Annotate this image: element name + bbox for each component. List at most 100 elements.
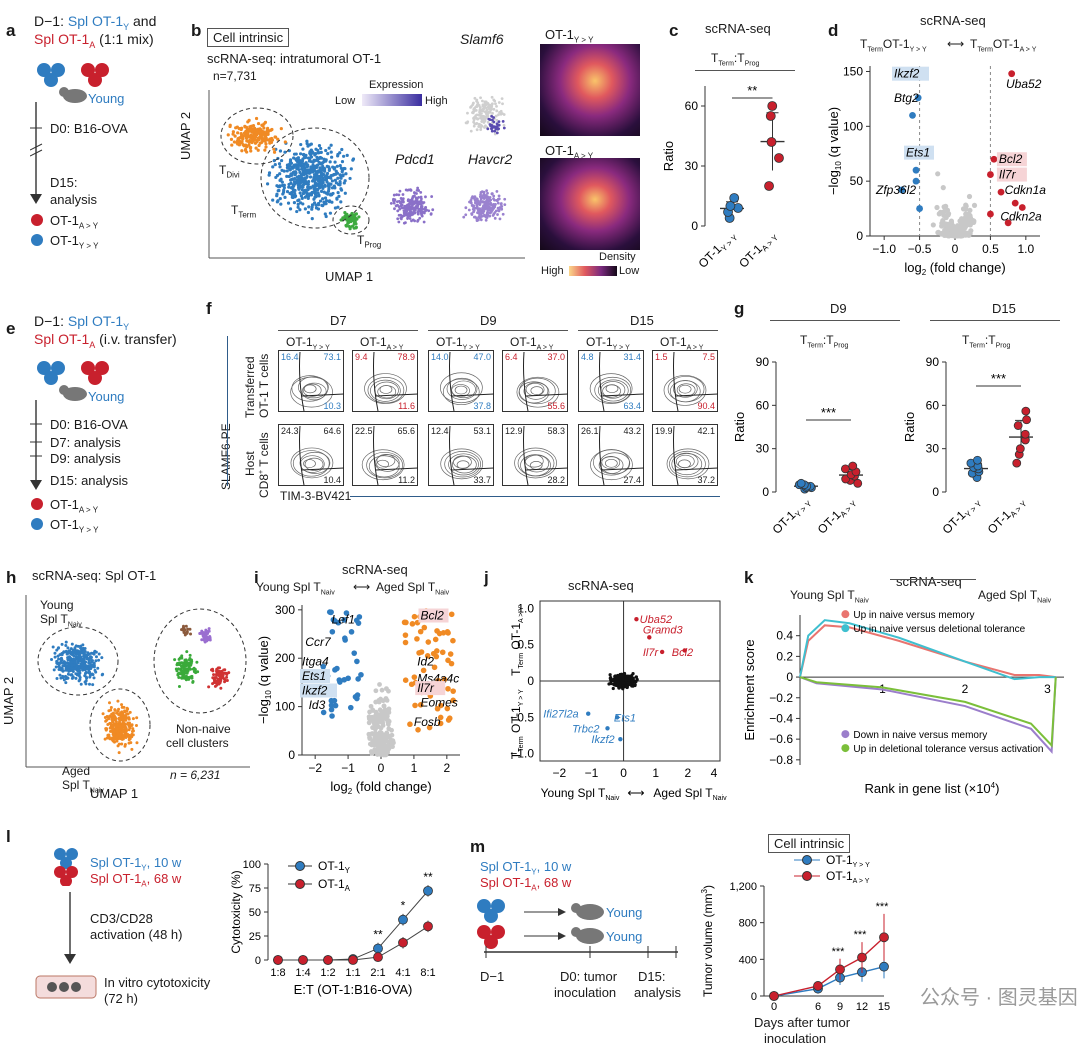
y-tick-label: 60	[756, 398, 770, 412]
quadrant-value: 42.1	[697, 426, 715, 436]
umap-point-divi	[266, 132, 270, 136]
umap-point	[66, 646, 70, 650]
gene-point-up	[409, 621, 416, 627]
feature-point	[490, 129, 494, 133]
cluster-outline-prog	[332, 205, 370, 235]
umap-point	[120, 727, 124, 731]
umap-point-term	[301, 153, 306, 157]
quadrant-value: 37.8	[473, 401, 491, 411]
gene-point-up	[987, 210, 994, 218]
contour	[303, 384, 317, 394]
feature-point	[492, 116, 496, 119]
gene-point	[967, 215, 974, 221]
panel-label: i	[254, 568, 259, 587]
feature-point	[396, 209, 400, 213]
umap-point	[180, 665, 184, 669]
arrow-both: ⟷	[627, 786, 644, 800]
young-recipient: Young	[606, 929, 643, 944]
umap-point	[211, 676, 215, 680]
comparison-right: Aged Spl TNaiv	[978, 588, 1052, 605]
umap-point-term	[342, 181, 346, 185]
umap-point-term	[305, 142, 309, 146]
umap-point	[119, 730, 123, 734]
data-point	[774, 153, 784, 163]
transfer-schematic	[477, 899, 604, 949]
gene-label: Id2	[417, 654, 434, 668]
feature-point	[475, 99, 479, 103]
feature-point	[402, 221, 406, 225]
gate-line	[451, 467, 494, 471]
expression-label: Expression	[369, 79, 424, 91]
y-tick-label: −0.8	[769, 753, 793, 767]
feature-point	[475, 105, 479, 108]
panel-k: k scRNA-seq Young Spl TNaiv Aged Spl TNa…	[740, 555, 1080, 815]
umap-point	[88, 675, 92, 679]
feature-point	[493, 216, 497, 220]
umap2-label: UMAP 2	[1, 676, 16, 725]
umap-point-term	[301, 191, 306, 196]
quadrant-value: 9.4	[355, 352, 368, 362]
gate-line	[301, 467, 344, 471]
panel-title: scRNA-seq: intratumoral OT-1	[207, 51, 382, 66]
umap-point-term	[324, 202, 328, 206]
y-tick-label: −0.4	[769, 711, 793, 725]
x-tick-label: 2	[685, 766, 692, 780]
umap-point-term	[305, 170, 310, 174]
data-point	[879, 961, 889, 972]
y-tick-label: 75	[249, 883, 261, 895]
umap-point-term	[307, 205, 311, 209]
umap-point	[113, 737, 117, 741]
umap-point-term	[306, 185, 310, 189]
feature-point	[416, 202, 419, 206]
umap-point	[111, 718, 115, 722]
gene-point	[628, 676, 632, 680]
feature-point	[424, 206, 428, 209]
contour	[669, 450, 706, 478]
data-point	[879, 932, 889, 943]
umap-point-term	[331, 191, 335, 196]
x-tick-label: 15	[878, 1001, 890, 1013]
feature-point	[429, 213, 433, 216]
chart-title: scRNA-seq	[568, 578, 634, 593]
umap-point	[83, 663, 87, 667]
umap-point-term	[306, 144, 310, 148]
feature-point	[487, 205, 491, 209]
feature-point	[475, 128, 479, 132]
contour	[663, 375, 707, 406]
row-label: SLAMF6-PE	[219, 423, 233, 490]
umap-point-divi	[279, 127, 283, 131]
contour	[675, 454, 695, 468]
gene-highlight	[996, 152, 1027, 167]
umap-point	[118, 724, 122, 728]
gene-point	[625, 685, 629, 689]
quadrant-value: 33.7	[473, 475, 491, 485]
gene-point-down	[329, 628, 336, 635]
umap-point	[189, 675, 193, 679]
data-point	[767, 101, 778, 111]
young-label: Young	[88, 91, 125, 106]
gene-point-up	[426, 724, 433, 731]
x-tick-label: −1	[585, 766, 599, 780]
panel-j: j scRNA-seq 1.0 0.5 0 −0.5 −1.0 −2 −1 0 1 2 4 Uba52…	[480, 555, 740, 815]
gene-point	[386, 706, 392, 712]
contour	[594, 376, 632, 404]
umap-point-term	[299, 194, 304, 198]
data-point	[765, 111, 776, 121]
aged-cluster-label: Aged	[62, 764, 91, 778]
umap-point-term	[329, 182, 333, 186]
feature-point	[502, 123, 506, 127]
plot-frame	[652, 350, 718, 412]
contour	[370, 379, 401, 402]
umap-point	[121, 720, 125, 724]
feature-point	[483, 207, 487, 211]
significance-label: **	[747, 83, 757, 98]
umap-point	[55, 676, 59, 680]
gene-point-down	[330, 616, 337, 623]
umap-point-term	[289, 178, 293, 182]
umap-point	[120, 742, 124, 746]
panel-c: c scRNA-seq TTerm:TProg 0 30 60 Ratio ** OT-1…	[655, 0, 815, 300]
umap-point-divi	[258, 127, 262, 131]
gene-point	[935, 229, 941, 236]
umap-point	[58, 673, 62, 677]
umap-point	[175, 669, 179, 673]
